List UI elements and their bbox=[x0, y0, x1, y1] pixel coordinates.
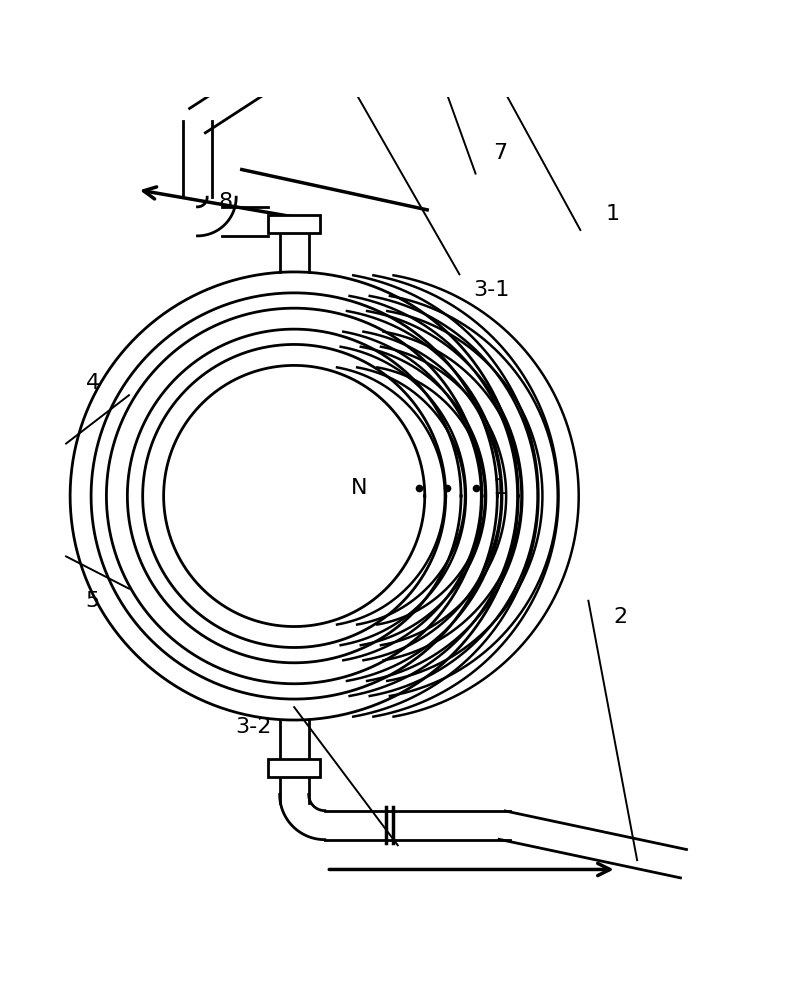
Text: 4: 4 bbox=[85, 373, 100, 393]
Text: N: N bbox=[351, 478, 367, 498]
Text: 1: 1 bbox=[605, 204, 620, 224]
Text: 8: 8 bbox=[218, 192, 233, 212]
Text: 5: 5 bbox=[85, 591, 100, 611]
Text: 1: 1 bbox=[492, 478, 507, 498]
Text: 7: 7 bbox=[492, 143, 507, 163]
Bar bbox=[268, 759, 320, 777]
Text: 3-2: 3-2 bbox=[235, 717, 272, 737]
Bar bbox=[268, 215, 320, 233]
Text: 2: 2 bbox=[613, 607, 628, 627]
Text: 3-1: 3-1 bbox=[473, 280, 510, 300]
